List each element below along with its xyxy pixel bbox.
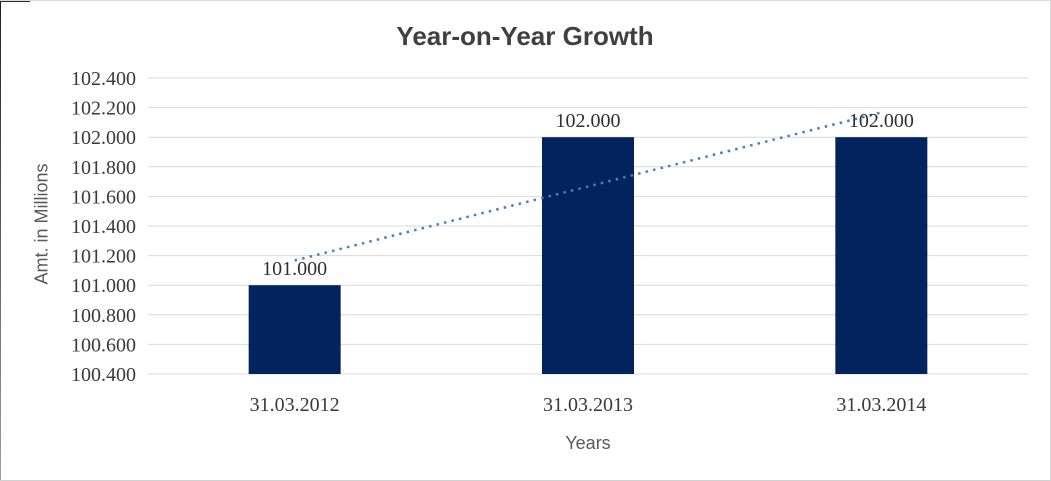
y-axis-title: Amt. in Millions: [31, 163, 52, 285]
x-axis-title: Years: [565, 433, 611, 453]
bar-data-label: 102.000: [849, 110, 914, 132]
frame-left-edge: [0, 1, 1, 480]
y-tick-label: 101.600: [71, 186, 136, 208]
x-category-label: 31.03.2014: [836, 394, 926, 416]
trendline: [294, 111, 882, 262]
bar-data-label: 101.000: [262, 258, 327, 280]
y-tick-label: 101.800: [71, 157, 136, 179]
y-tick-label: 100.400: [71, 364, 136, 386]
y-tick-label: 102.200: [71, 98, 136, 120]
frame-topleft-edge: [0, 1, 30, 2]
chart-title: Year-on-Year Growth: [396, 21, 654, 51]
bar: [835, 137, 928, 374]
y-tick-label: 101.000: [71, 275, 136, 297]
bar-data-label: 102.000: [556, 110, 621, 132]
y-tick-label: 101.400: [71, 216, 136, 238]
x-category-label: 31.03.2012: [250, 394, 340, 416]
y-tick-label: 100.800: [71, 305, 136, 327]
y-tick-label: 102.000: [71, 127, 136, 149]
y-tick-label: 102.400: [71, 68, 136, 90]
bar: [248, 285, 341, 374]
bar: [542, 137, 634, 374]
y-tick-label: 101.200: [71, 246, 136, 268]
x-category-label: 31.03.2013: [543, 394, 633, 416]
y-tick-label: 100.600: [71, 334, 136, 356]
